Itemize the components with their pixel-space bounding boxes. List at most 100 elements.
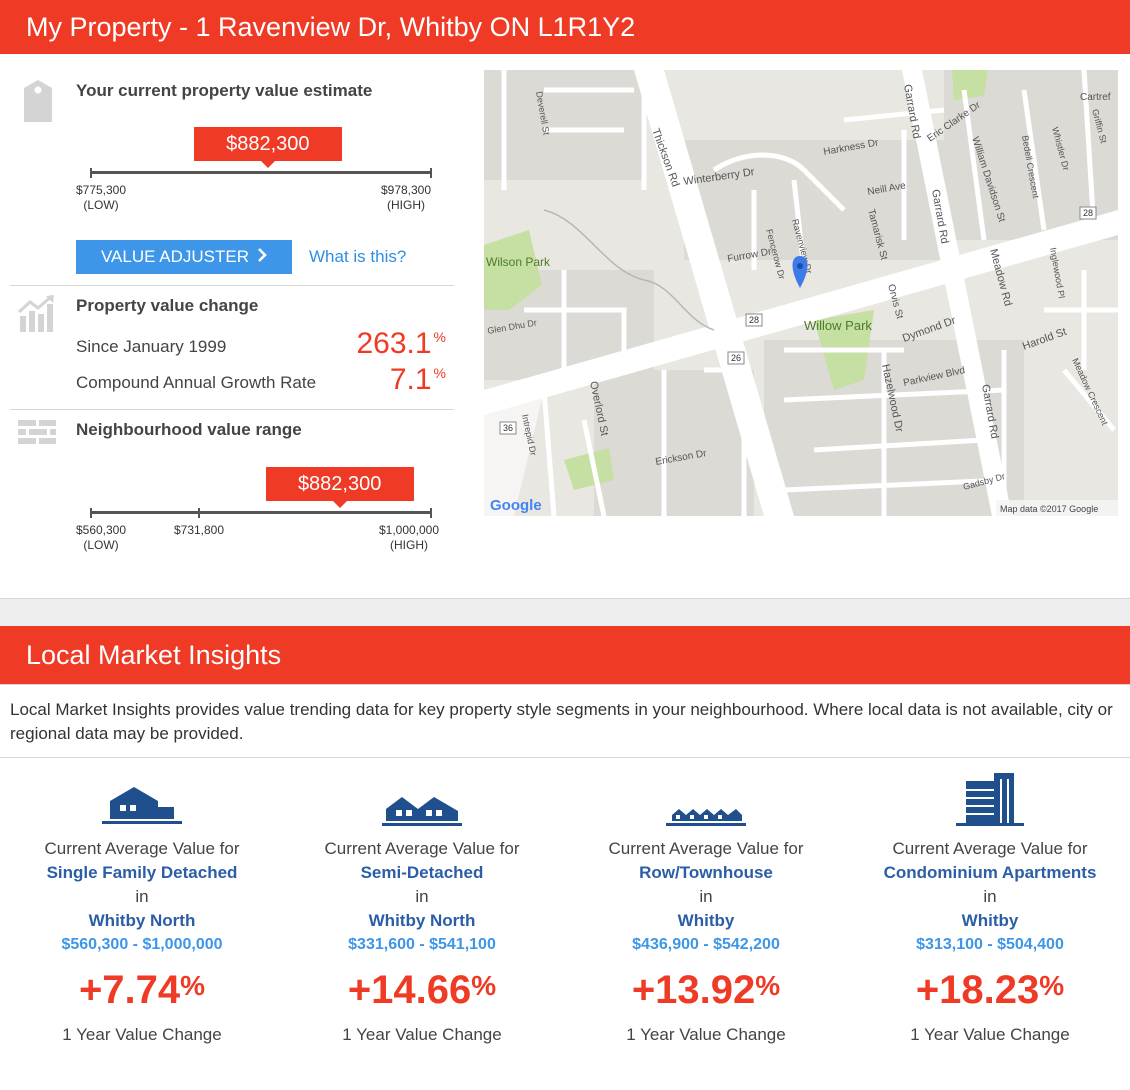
google-logo: Google bbox=[490, 497, 542, 514]
divider bbox=[0, 757, 1130, 758]
estimate-low-label: (LOW) bbox=[83, 198, 119, 212]
what-is-this-link[interactable]: What is this? bbox=[309, 247, 407, 266]
map-shield-36: 36 bbox=[503, 423, 513, 433]
map-shield-28: 28 bbox=[749, 315, 759, 325]
map-label-wilson-park: Wilson Park bbox=[486, 255, 551, 269]
section-divider bbox=[0, 598, 1130, 626]
cagr-value-number: 7.1 bbox=[389, 363, 432, 396]
card-line1: Current Average Value for bbox=[892, 839, 1088, 858]
card-location: Whitby bbox=[961, 911, 1019, 930]
insights-banner: Local Market Insights bbox=[0, 626, 1130, 684]
neighbourhood-mid: $731,800 bbox=[162, 523, 236, 538]
map-shield-26: 26 bbox=[731, 353, 741, 363]
estimate-high-value: $978,300 bbox=[380, 183, 432, 197]
value-adjuster-button[interactable]: VALUE ADJUSTER bbox=[76, 240, 292, 274]
insights-intro: Local Market Insights provides value tre… bbox=[10, 700, 1113, 743]
insight-card-semi-detached: Current Average Value for Semi-Detached … bbox=[280, 765, 564, 1045]
condo-icon bbox=[848, 765, 1130, 827]
card-segment: Semi-Detached bbox=[360, 863, 484, 882]
card-line1: Current Average Value for bbox=[608, 839, 804, 858]
card-line1: Current Average Value for bbox=[324, 839, 520, 858]
estimate-low-value: $775,300 bbox=[75, 183, 127, 197]
card-range: $331,600 - $541,100 bbox=[348, 936, 496, 953]
card-change-value: +18.23 bbox=[915, 968, 1040, 1012]
card-segment: Condominium Apartments bbox=[883, 863, 1097, 882]
estimate-slider-high-tick bbox=[430, 168, 432, 178]
card-change-label: 1 Year Value Change bbox=[626, 1025, 786, 1044]
estimate-high: $978,300 (HIGH) bbox=[369, 183, 443, 213]
cagr-value-percent: % bbox=[433, 365, 446, 381]
neighbourhood-heading: Neighbourhood value range bbox=[76, 420, 302, 439]
neighbourhood-high-label: (HIGH) bbox=[390, 538, 428, 552]
card-location: Whitby North bbox=[368, 911, 476, 930]
page-title: My Property - 1 Ravenview Dr, Whitby ON … bbox=[26, 11, 636, 42]
location-pin-icon bbox=[792, 256, 808, 288]
growth-chart-icon bbox=[16, 294, 58, 339]
card-change: +18.23% bbox=[848, 965, 1130, 1015]
card-change-percent: % bbox=[755, 970, 781, 1001]
map-attribution: Map data ©2017 Google bbox=[1000, 504, 1098, 514]
card-location: Whitby North bbox=[88, 911, 196, 930]
neighbourhood-low-label: (LOW) bbox=[83, 538, 119, 552]
card-change: +13.92% bbox=[564, 965, 848, 1015]
estimate-high-label: (HIGH) bbox=[387, 198, 425, 212]
insight-card-single-family: Current Average Value for Single Family … bbox=[0, 765, 284, 1045]
card-range: $560,300 - $1,000,000 bbox=[61, 936, 223, 953]
card-change-label: 1 Year Value Change bbox=[910, 1025, 1070, 1044]
neighbourhood-value-bubble: $882,300 bbox=[265, 467, 414, 508]
divider bbox=[10, 409, 454, 410]
since-value-number: 263.1 bbox=[356, 327, 432, 360]
since-value: 263.1% bbox=[300, 327, 446, 361]
neighbourhood-high: $1,000,000 (HIGH) bbox=[372, 523, 446, 553]
value-adjuster-label: VALUE ADJUSTER bbox=[100, 247, 249, 266]
neighbourhood-low: $560,300 (LOW) bbox=[64, 523, 138, 553]
price-tag-icon bbox=[16, 76, 60, 131]
card-change-label: 1 Year Value Change bbox=[62, 1025, 222, 1044]
wilson-park-area bbox=[484, 230, 542, 310]
map-label-cartref: Cartref bbox=[1080, 92, 1111, 103]
card-in: in bbox=[415, 887, 429, 906]
estimate-heading: Your current property value estimate bbox=[76, 81, 373, 100]
since-value-percent: % bbox=[433, 329, 446, 345]
semi-detached-icon bbox=[280, 765, 564, 827]
card-location: Whitby bbox=[677, 911, 735, 930]
estimate-value: $882,300 bbox=[226, 133, 310, 155]
card-change-value: +7.74 bbox=[78, 968, 181, 1012]
since-label: Since January 1999 bbox=[76, 337, 227, 356]
insight-card-townhouse: Current Average Value for Row/Townhouse … bbox=[564, 765, 848, 1045]
card-change: +14.66% bbox=[280, 965, 564, 1015]
estimate-low: $775,300 (LOW) bbox=[64, 183, 138, 213]
insights-title: Local Market Insights bbox=[26, 639, 282, 670]
cagr-label: Compound Annual Growth Rate bbox=[76, 373, 317, 392]
page-title-banner: My Property - 1 Ravenview Dr, Whitby ON … bbox=[0, 0, 1130, 54]
card-range: $436,900 - $542,200 bbox=[632, 936, 780, 953]
card-change-percent: % bbox=[471, 970, 497, 1001]
neighbourhood-slider-high-tick bbox=[430, 508, 432, 518]
card-change-value: +13.92 bbox=[631, 968, 756, 1012]
neighbourhood-slider-track bbox=[90, 511, 432, 514]
card-segment: Row/Townhouse bbox=[639, 863, 773, 882]
brick-wall-icon bbox=[16, 418, 58, 457]
neighbourhood-value: $882,300 bbox=[297, 473, 382, 495]
estimate-slider-low-tick bbox=[90, 168, 92, 178]
divider bbox=[10, 285, 454, 286]
property-map[interactable]: Thickson Rd Winterberry Dr Garrard Rd Ga… bbox=[484, 70, 1118, 516]
insights-cards: Current Average Value for Single Family … bbox=[0, 765, 1130, 1065]
card-in: in bbox=[699, 887, 713, 906]
banner-underline bbox=[0, 684, 1130, 685]
garrard-road bbox=[902, 70, 1012, 516]
neighbourhood-low-value: $560,300 bbox=[75, 523, 127, 537]
map-label-willow-park: Willow Park bbox=[804, 318, 872, 333]
house-icon bbox=[0, 765, 284, 827]
card-change-value: +14.66 bbox=[347, 968, 472, 1012]
cagr-value: 7.1% bbox=[300, 363, 446, 397]
estimate-value-bubble: $882,300 bbox=[193, 127, 342, 168]
neighbourhood-slider-low-tick bbox=[90, 508, 92, 518]
card-change-label: 1 Year Value Change bbox=[342, 1025, 502, 1044]
card-in: in bbox=[983, 887, 997, 906]
card-range: $313,100 - $504,400 bbox=[916, 936, 1064, 953]
value-change-heading: Property value change bbox=[76, 296, 259, 315]
insight-card-condo: Current Average Value for Condominium Ap… bbox=[848, 765, 1130, 1045]
card-change-percent: % bbox=[180, 970, 206, 1001]
thickson-road bbox=[634, 70, 794, 516]
